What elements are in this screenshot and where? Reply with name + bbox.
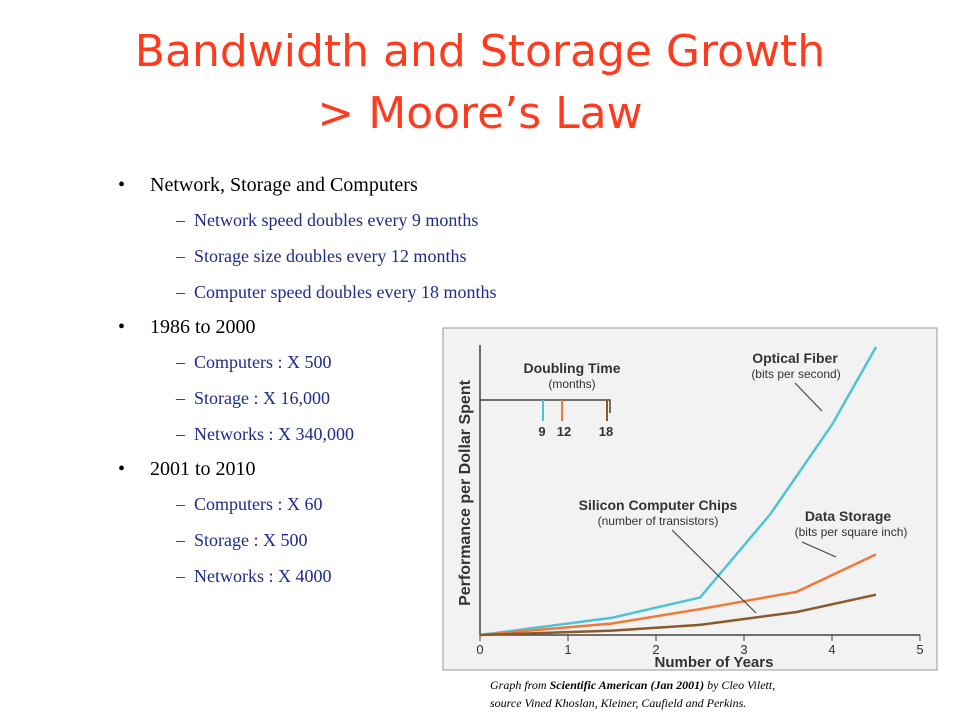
x-axis-label: Number of Years [655,654,774,671]
sub-bullet-text: Network speed doubles every 9 months [194,210,479,230]
series-line-data-storage [479,553,877,637]
doubling-value-12: 12 [557,424,571,439]
dash-icon: – [176,246,185,266]
doubling-time-title: Doubling Time [524,360,621,376]
doubling-value-18: 18 [599,424,613,439]
dash-icon: – [176,282,185,302]
doubling-time-box: Doubling Time (months) 9 12 18 [480,360,621,439]
sub-bullet-item: – Network speed doubles every 9 months [118,202,496,238]
bullet-dot-icon: • [118,458,126,480]
dash-icon: – [176,530,185,550]
x-tick-label: 3 [740,642,747,657]
caption-suffix: by Cleo Vilett, [704,678,776,692]
sub-bullet-item: – Networks : X 340,000 [118,416,496,452]
sub-bullet-text: Networks : X 4000 [194,566,332,586]
sub-bullet-text: Storage size doubles every 12 months [194,246,467,266]
x-tick-label: 5 [916,642,923,657]
y-axis-label: Performance per Dollar Spent [457,379,474,606]
dash-icon: – [176,566,185,586]
series-label-optical-fiber: Optical Fiber [752,350,838,366]
sub-bullet-item: – Computers : X 500 [118,344,496,380]
dash-icon: – [176,424,185,444]
leader-line-silicon-chips [671,529,757,614]
bullet-text: 1986 to 2000 [150,316,256,338]
dash-icon: – [176,210,185,230]
series-line-optical-fiber [479,346,878,637]
series-sublabel-data-storage: (bits per square inch) [795,525,908,539]
caption-source-title: Scientific American (Jan 2001) [549,678,705,692]
x-tick-label: 4 [828,642,835,657]
sub-bullet-text: Computers : X 500 [194,352,332,372]
growth-chart: Performance per Dollar Spent Number of Y… [442,327,938,671]
sub-bullet-item: – Storage : X 500 [118,522,496,558]
sub-bullet-item: – Computer speed doubles every 18 months [118,274,496,310]
slide-title-line1: Bandwidth and Storage Growth [134,26,826,77]
chart-caption: Graph from Scientific American (Jan 2001… [490,676,930,712]
dash-icon: – [176,388,185,408]
series-sublabel-optical-fiber: (bits per second) [751,367,840,381]
doubling-time-bracket [480,399,611,413]
sub-bullet-item: – Storage : X 16,000 [118,380,496,416]
bullet-item: • Network, Storage and Computers [118,168,496,202]
caption-line1: Graph from Scientific American (Jan 2001… [490,676,930,694]
sub-bullet-item: – Networks : X 4000 [118,558,496,594]
caption-prefix: Graph from [490,678,550,692]
bullet-item: • 2001 to 2010 [118,452,496,486]
bullet-text: Network, Storage and Computers [150,174,418,196]
x-tick-label: 1 [564,642,571,657]
leader-line-data-storage [801,541,837,558]
sub-bullet-text: Storage : X 500 [194,530,308,550]
x-tick-label: 2 [652,642,659,657]
x-tick-label: 0 [476,642,483,657]
dash-icon: – [176,352,185,372]
sub-bullet-text: Networks : X 340,000 [194,424,354,444]
bullet-dot-icon: • [118,316,126,338]
doubling-value-9: 9 [538,424,545,439]
series-label-silicon-chips: Silicon Computer Chips [579,497,738,513]
series-line-silicon-computer-chips [479,593,877,637]
slide-title-line2: > Moore’s Law [317,88,643,139]
doubling-time-subtitle: (months) [548,377,595,391]
sub-bullet-text: Storage : X 16,000 [194,388,330,408]
leader-line-optical-fiber [794,382,823,412]
series-label-data-storage: Data Storage [805,508,892,524]
sub-bullet-item: – Storage size doubles every 12 months [118,238,496,274]
bullet-text: 2001 to 2010 [150,458,256,480]
caption-line2: source Vined Khoslan, Kleiner, Caufield … [490,696,747,710]
sub-bullet-text: Computers : X 60 [194,494,323,514]
bullet-dot-icon: • [118,174,126,196]
sub-bullet-text: Computer speed doubles every 18 months [194,282,497,302]
x-tick-group: 0 1 2 3 4 5 [476,635,924,657]
series-sublabel-silicon-chips: (number of transistors) [598,514,719,528]
dash-icon: – [176,494,185,514]
series-group [479,346,878,637]
bullet-list: • Network, Storage and Computers – Network… [118,168,496,594]
bullet-item: • 1986 to 2000 [118,310,496,344]
sub-bullet-item: – Computers : X 60 [118,486,496,522]
